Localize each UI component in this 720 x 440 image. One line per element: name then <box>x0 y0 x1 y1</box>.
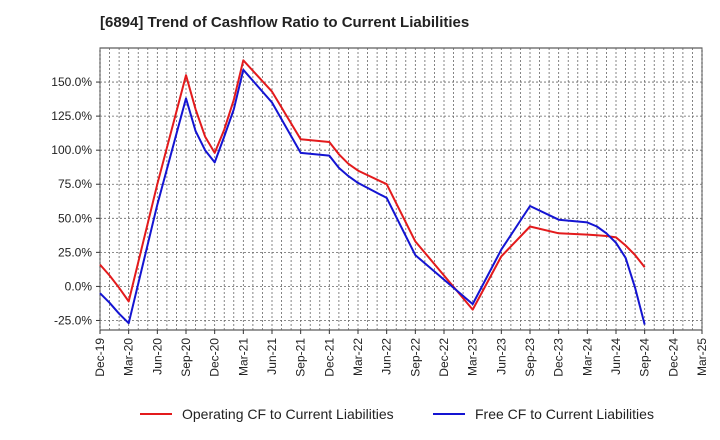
y-tick-label: 125.0% <box>51 109 92 123</box>
y-tick-label: 0.0% <box>65 279 93 293</box>
x-tick-label: Sep-24 <box>638 338 652 377</box>
x-tick-label: Jun-24 <box>609 338 623 375</box>
legend-label-free-cf: Free CF to Current Liabilities <box>475 406 654 422</box>
x-tick-label: Jun-21 <box>265 338 279 375</box>
grid-vertical-lines <box>99 48 703 330</box>
chart-title: [6894] Trend of Cashflow Ratio to Curren… <box>100 14 470 31</box>
x-axis-ticks: Dec-19 Mar-20 Jun-20 Sep-20 Dec-20 Mar-21 Jun-… <box>93 330 709 377</box>
x-tick-label: Jun-20 <box>150 338 164 375</box>
y-tick-label: -25.0% <box>54 313 92 327</box>
x-tick-label: Mar-23 <box>466 338 480 376</box>
series-lines <box>99 59 646 325</box>
x-tick-label: Sep-23 <box>523 338 537 377</box>
x-tick-label: Mar-21 <box>236 338 250 376</box>
legend-label-operating-cf: Operating CF to Current Liabilities <box>182 406 394 422</box>
x-tick-label: Dec-23 <box>552 338 566 377</box>
x-tick-label: Mar-24 <box>580 338 594 376</box>
y-tick-label: 150.0% <box>51 75 92 89</box>
legend: Operating CF to Current Liabilities Free … <box>140 406 654 422</box>
grid-horizontal-lines <box>100 81 702 321</box>
y-tick-label: 100.0% <box>51 143 92 157</box>
series-line-free-cf <box>99 68 646 325</box>
y-axis-ticks: 150.0% 125.0% 100.0% 75.0% 50.0% 25.0% 0.0% -25… <box>51 75 100 327</box>
x-tick-label: Dec-21 <box>322 338 336 377</box>
x-tick-label: Dec-20 <box>208 338 222 377</box>
x-tick-label: Sep-22 <box>408 338 422 377</box>
x-tick-label: Jun-23 <box>494 338 508 375</box>
x-tick-label: Mar-20 <box>122 338 136 376</box>
x-tick-label: Mar-22 <box>351 338 365 376</box>
x-tick-label: Sep-20 <box>179 338 193 377</box>
y-tick-label: 25.0% <box>58 245 92 259</box>
x-tick-label: Dec-19 <box>93 338 107 377</box>
y-tick-label: 75.0% <box>58 177 92 191</box>
x-tick-label: Dec-22 <box>437 338 451 377</box>
x-tick-label: Dec-24 <box>666 338 680 377</box>
y-tick-label: 50.0% <box>58 211 92 225</box>
series-line-operating-cf <box>99 59 646 311</box>
x-tick-label: Sep-21 <box>294 338 308 377</box>
x-tick-label: Jun-22 <box>380 338 394 375</box>
x-tick-label: Mar-25 <box>695 338 709 376</box>
